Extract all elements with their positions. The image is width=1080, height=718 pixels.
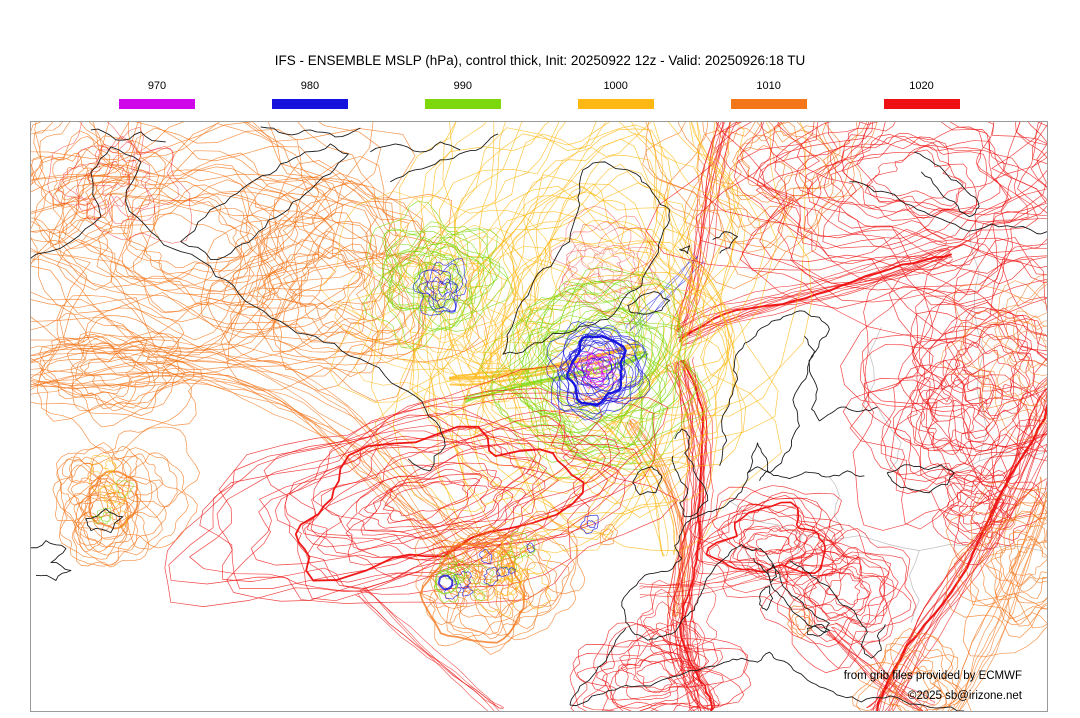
coast-gulf-of-bothnia: [804, 335, 820, 422]
credit-copyright: ©2025 sb@irizone.net: [907, 690, 1022, 702]
system-morocco-storm-1000: [88, 455, 129, 529]
system-morocco-storm-1010: [52, 426, 201, 568]
map-credits: from grib files provided by ECMWF ©2025 …: [844, 666, 1022, 706]
system-spain-1020: [634, 579, 718, 685]
coast-denmark: [747, 442, 769, 481]
legend-item: 980: [265, 80, 355, 109]
stream-azores-south-1020: [355, 586, 504, 711]
chart-title: IFS - ENSEMBLE MSLP (hPa), control thick…: [274, 53, 806, 68]
coast-arctic-islands-3: [90, 128, 166, 143]
coast-gulf-of-finland: [819, 406, 878, 422]
system-main-low-970: [569, 347, 618, 389]
coast-russia-arctic-coast: [849, 181, 1047, 235]
coast-morocco-atlantic: [569, 628, 627, 706]
coast-svalbard: [712, 231, 739, 254]
system-russia-high-1020-a: [646, 122, 1047, 342]
coastlines: [31, 126, 1047, 711]
legend-label: 1010: [756, 80, 781, 92]
system-hurricane-990-control: [435, 569, 460, 595]
legend-swatch: [883, 99, 960, 109]
coast-corsica: [767, 564, 777, 583]
legend-swatch: [271, 99, 348, 109]
system-hurricane-980: [444, 542, 535, 600]
system-nw-corner-1020: [47, 122, 193, 244]
coast-newfoundland: [85, 508, 124, 534]
coast-jan-mayen: [679, 245, 691, 255]
system-ne-wedge-1010: [642, 122, 878, 289]
coast-novaya-zemlya: [914, 151, 980, 218]
system-labrador-1000: [319, 191, 581, 419]
coast-maritimes: [31, 540, 72, 581]
coast-canada-mainland: [31, 146, 446, 472]
system-hurricane-1010: [414, 510, 586, 655]
map-canvas: [30, 121, 1048, 712]
system-hurricane-1000: [438, 527, 552, 617]
system-africa-1010-a: [945, 481, 1047, 657]
legend-item: 970: [112, 80, 202, 109]
coast-ireland: [632, 466, 663, 496]
system-small-ring-1010: [599, 524, 618, 546]
coast-black-sea: [886, 464, 955, 494]
coast-sardinia: [759, 585, 773, 611]
coast-arctic-islands-1: [260, 126, 361, 138]
credit-ecmwf: from grib files provided by ECMWF: [843, 670, 1022, 682]
legend-swatch: [730, 99, 807, 109]
legend-item: 990: [418, 80, 508, 109]
coast-adriatic-balkans: [789, 560, 886, 659]
legend-swatch: [577, 99, 654, 109]
coast-scandinavia: [719, 310, 830, 474]
coast-sicily: [806, 623, 830, 637]
system-hurricane-980-control: [437, 574, 454, 591]
coast-italy: [751, 548, 830, 633]
legend-swatch: [119, 99, 195, 109]
system-baffin-low-980: [412, 258, 467, 316]
coast-great-britain: [671, 428, 709, 518]
legend-item: 1020: [877, 80, 967, 109]
coast-ellesmere: [390, 133, 499, 183]
coast-arctic-islands-2: [370, 141, 461, 153]
system-balkans-1020: [759, 523, 917, 674]
pressure-contour-loops: [31, 122, 1047, 711]
legend-label: 990: [453, 80, 472, 92]
system-east-edge-1010: [940, 274, 1047, 442]
system-sicily-rings-1010: [787, 605, 813, 639]
system-canada-low-1010-a: [31, 122, 426, 376]
system-greenland-ridge-1010: [567, 243, 640, 317]
system-morocco-storm-990: [91, 479, 134, 525]
coast-france-iberia: [621, 520, 752, 641]
system-canada-low-1010-c: [31, 295, 203, 454]
coast-north-sea-coast: [689, 472, 749, 521]
system-main-low-980: [546, 321, 651, 421]
legend-item: 1010: [724, 80, 814, 109]
legend-label: 1000: [603, 80, 628, 92]
coast-baffin-island: [180, 143, 349, 260]
system-africa-1010-b: [851, 627, 972, 711]
coast-north-africa: [569, 651, 965, 711]
stream-greenland-sea-1020: [670, 122, 737, 337]
legend-item: 1000: [571, 80, 661, 109]
coast-baltic-south-coast: [767, 470, 865, 480]
system-azores-high-1020: [164, 365, 679, 608]
system-baffin-low-990: [363, 200, 514, 351]
legend-label: 970: [147, 80, 167, 92]
system-east-mid-1020: [842, 302, 1047, 533]
system-main-low-ring-990: [480, 266, 711, 479]
pressure-legend: 970 980 990 1000 1010 1020: [0, 0, 1080, 118]
system-small-ring-980: [580, 514, 599, 535]
legend-label: 1020: [909, 80, 934, 92]
legend-swatch: [424, 99, 501, 109]
system-atlas-1020: [569, 621, 752, 711]
map-svg: [31, 122, 1047, 711]
coast-iceland: [627, 291, 671, 315]
legend-label: 980: [300, 80, 320, 92]
system-morocco-storm-control: [88, 470, 139, 530]
coast-greenland: [502, 161, 671, 355]
